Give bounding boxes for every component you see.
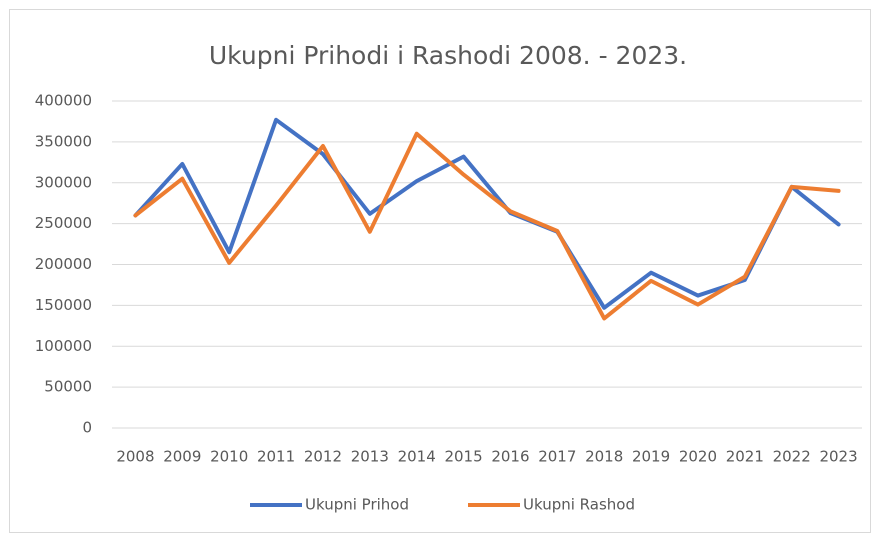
x-tick-label: 2021: [726, 448, 764, 466]
y-tick-label: 250000: [35, 214, 92, 232]
chart-title: Ukupni Prihodi i Rashodi 2008. - 2023.: [209, 41, 687, 70]
y-tick-label: 350000: [35, 132, 92, 150]
chart-border: [9, 9, 871, 533]
x-tick-label: 2023: [819, 448, 857, 466]
x-tick-label: 2011: [257, 448, 295, 466]
x-tick-label: 2015: [444, 448, 482, 466]
y-tick-label: 300000: [35, 173, 92, 191]
x-tick-label: 2017: [538, 448, 576, 466]
y-tick-label: 0: [82, 419, 92, 437]
x-tick-label: 2010: [210, 448, 248, 466]
y-tick-label: 50000: [44, 378, 92, 396]
x-tick-label: 2019: [632, 448, 670, 466]
y-tick-label: 100000: [35, 337, 92, 355]
y-tick-label: 400000: [35, 92, 92, 110]
x-tick-label: 2013: [351, 448, 389, 466]
x-tick-label: 2022: [773, 448, 811, 466]
legend-label: Ukupni Rashod: [523, 496, 635, 514]
x-tick-label: 2012: [304, 448, 342, 466]
x-tick-label: 2016: [491, 448, 529, 466]
y-tick-label: 150000: [35, 296, 92, 314]
x-tick-label: 2008: [116, 448, 154, 466]
x-tick-label: 2020: [679, 448, 717, 466]
y-tick-label: 200000: [35, 255, 92, 273]
x-tick-label: 2009: [163, 448, 201, 466]
line-series: [133, 117, 841, 310]
x-tick-label: 2014: [398, 448, 436, 466]
legend-label: Ukupni Prihod: [305, 496, 409, 514]
line-series: [133, 131, 841, 321]
x-tick-label: 2018: [585, 448, 623, 466]
